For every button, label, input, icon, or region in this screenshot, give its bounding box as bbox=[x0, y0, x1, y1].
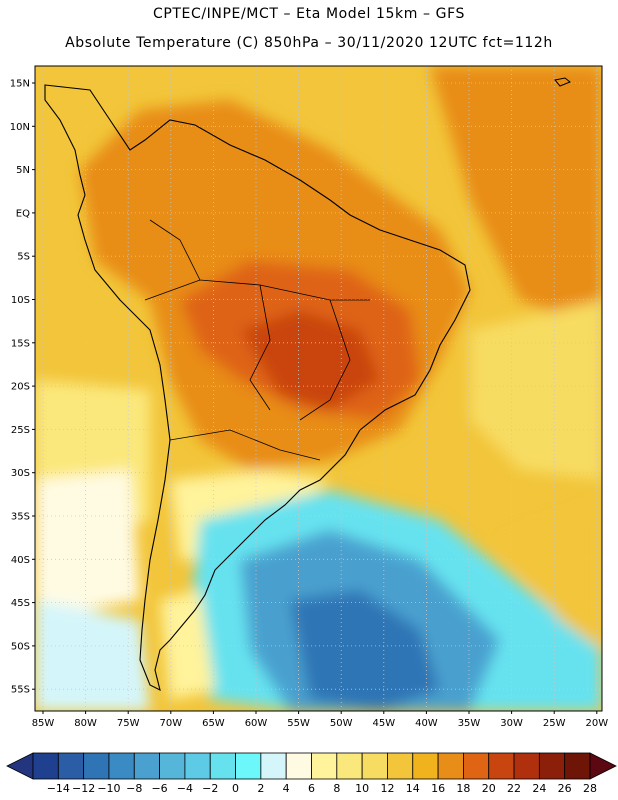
colorbar-label: −6 bbox=[151, 782, 167, 795]
lat-label: EQ bbox=[16, 208, 30, 219]
lon-label: 40W bbox=[415, 718, 438, 729]
colorbar-label: −8 bbox=[126, 782, 142, 795]
field-patagonia bbox=[160, 590, 215, 700]
lon-label: 70W bbox=[159, 718, 182, 729]
field-pacific-cyan bbox=[35, 600, 150, 711]
colorbar-swatch bbox=[209, 752, 236, 780]
colorbar-swatch bbox=[83, 752, 110, 780]
colorbar-swatch bbox=[336, 752, 363, 780]
colorbar-swatch bbox=[361, 752, 388, 780]
colorbar-label: 2 bbox=[257, 782, 264, 795]
lon-label: 30W bbox=[500, 718, 523, 729]
lon-label: 85W bbox=[32, 718, 55, 729]
colorbar-label: −10 bbox=[97, 782, 120, 795]
colorbar-swatch bbox=[285, 752, 312, 780]
lon-label: 35W bbox=[458, 718, 481, 729]
colorbar-label: 10 bbox=[355, 782, 369, 795]
colorbar-swatch bbox=[538, 752, 566, 780]
field-pacific-pale bbox=[35, 470, 140, 620]
colorbar-label: 20 bbox=[482, 782, 496, 795]
lon-label: 55W bbox=[287, 718, 310, 729]
colorbar-swatch bbox=[412, 752, 439, 780]
colorbar-label: −4 bbox=[177, 782, 193, 795]
lon-label: 65W bbox=[202, 718, 225, 729]
colorbar-label: 26 bbox=[558, 782, 572, 795]
map-title-line1: CPTEC/INPE/MCT – Eta Model 15km – GFS bbox=[152, 6, 466, 22]
lat-label: 5N bbox=[16, 165, 30, 176]
island-outline bbox=[554, 77, 571, 87]
field-cold-core bbox=[290, 590, 440, 711]
colorbar-swatch bbox=[387, 752, 414, 780]
field-atlantic-yellow bbox=[470, 300, 602, 480]
colorbar-label: 0 bbox=[232, 782, 239, 795]
colorbar-swatch bbox=[463, 752, 490, 780]
colorbar-swatch bbox=[513, 752, 540, 780]
plot-frame bbox=[34, 65, 603, 712]
colorbar-label: 4 bbox=[283, 782, 290, 795]
colorbar-label: 8 bbox=[333, 782, 340, 795]
colorbar-swatch bbox=[108, 752, 135, 780]
map-title-line2: Absolute Temperature (C) 850hPa – 30/11/… bbox=[65, 35, 553, 51]
lon-label: 45W bbox=[372, 718, 395, 729]
colorbar-under-arrow bbox=[6, 752, 34, 780]
colorbar-label: 14 bbox=[406, 782, 420, 795]
lat-label: 55S bbox=[11, 685, 30, 696]
lat-label: 10N bbox=[10, 122, 30, 133]
lat-label: 50S bbox=[11, 641, 30, 652]
colorbar-label: 24 bbox=[532, 782, 546, 795]
lon-label: 80W bbox=[74, 718, 97, 729]
latitude-axis: 15N 10N 5N EQ 5S 10S 15S 20S 25S 30S 35S 40S 45S 50S 5… bbox=[10, 79, 35, 696]
field-southeast bbox=[500, 500, 602, 650]
lon-label: 20W bbox=[585, 718, 608, 729]
colorbar-swatch bbox=[311, 752, 338, 780]
lon-label: 50W bbox=[330, 718, 353, 729]
colorbar-swatch bbox=[32, 752, 59, 780]
colorbar-swatch bbox=[57, 752, 85, 780]
south-america-coastline bbox=[44, 84, 471, 692]
colorbar-swatch bbox=[133, 752, 160, 780]
lat-label: 25S bbox=[11, 425, 30, 436]
colorbar-label: 18 bbox=[456, 782, 470, 795]
lat-label: 15N bbox=[10, 79, 30, 90]
colorbar-swatch bbox=[184, 752, 211, 780]
temperature-field bbox=[35, 66, 602, 711]
field-warm-atlantic-north bbox=[430, 66, 602, 330]
colorbar-label: −14 bbox=[47, 782, 70, 795]
colorbar-swatch bbox=[488, 752, 515, 780]
colorbar-label: 6 bbox=[308, 782, 315, 795]
lat-label: 45S bbox=[11, 598, 30, 609]
colorbar-swatch bbox=[260, 752, 287, 780]
longitude-axis: 85W 80W 75W 70W 65W 60W 55W 50W 45W 40W 35W 30W 25W 2… bbox=[32, 711, 608, 729]
lon-label: 25W bbox=[543, 718, 566, 729]
field-hottest bbox=[240, 310, 380, 410]
colorbar: −14 −12 −10 −8 −6 −4 −2 0 2 4 6 8 10 12 14 16 18 20 22 24 26… bbox=[6, 752, 617, 795]
colorbar-label: 28 bbox=[583, 782, 597, 795]
lat-label: 20S bbox=[11, 382, 30, 393]
lat-label: 5S bbox=[17, 252, 30, 263]
lat-label: 35S bbox=[11, 512, 30, 523]
colorbar-label: 12 bbox=[380, 782, 394, 795]
country-borders bbox=[144, 219, 370, 461]
lat-label: 40S bbox=[11, 555, 30, 566]
lat-label: 15S bbox=[11, 338, 30, 349]
colorbar-swatch bbox=[159, 752, 186, 780]
colorbar-label: 16 bbox=[431, 782, 445, 795]
lat-label: 30S bbox=[11, 468, 30, 479]
colorbar-label: −12 bbox=[72, 782, 95, 795]
colorbar-over-arrow bbox=[589, 752, 617, 780]
colorbar-label: −2 bbox=[202, 782, 218, 795]
graticule bbox=[35, 66, 602, 711]
colorbar-swatch bbox=[564, 752, 591, 780]
lat-label: 10S bbox=[11, 295, 30, 306]
lon-label: 75W bbox=[117, 718, 140, 729]
lon-label: 60W bbox=[245, 718, 268, 729]
colorbar-swatch bbox=[235, 752, 262, 780]
colorbar-label: 22 bbox=[507, 782, 521, 795]
colorbar-swatch bbox=[437, 752, 464, 780]
